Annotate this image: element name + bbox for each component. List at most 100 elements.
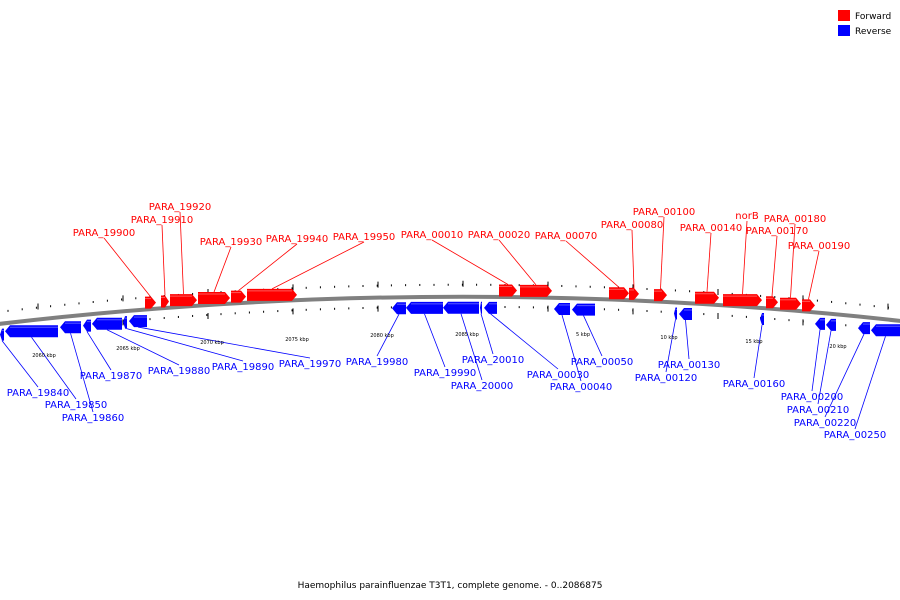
forward-gene-label: PARA_00100	[633, 207, 695, 218]
forward-label-leaders	[103, 211, 820, 300]
reverse-leader-line	[817, 330, 832, 405]
forward-gene-label: PARA_00020	[468, 230, 530, 241]
legend-reverse-label: Reverse	[855, 27, 892, 37]
reverse-gene-arrow	[60, 321, 81, 334]
reverse-gene-label: PARA_00120	[635, 373, 697, 384]
reverse-gene-label: PARA_20010	[462, 355, 524, 366]
reverse-leader-line	[811, 329, 821, 392]
reverse-leader-line	[106, 329, 180, 366]
reverse-gene-arrow	[123, 316, 127, 329]
reverse-gene-arrow	[0, 328, 4, 341]
reverse-leader-line	[31, 337, 77, 400]
forward-leader-line	[238, 243, 298, 291]
reverse-leader-line	[1, 340, 39, 388]
reverse-leader-line	[753, 324, 763, 379]
reverse-gene-arrow	[871, 324, 900, 337]
scale-label: 2060 kbp	[32, 353, 56, 359]
forward-gene-label: PARA_19900	[73, 228, 135, 239]
forward-gene-label: PARA_19910	[131, 215, 193, 226]
reverse-leader-line	[824, 333, 865, 418]
forward-genes	[145, 284, 815, 312]
forward-leader-line	[161, 224, 166, 296]
reverse-gene-label: PARA_00130	[658, 360, 720, 371]
reverse-gene-label: PARA_19990	[414, 368, 476, 379]
reverse-leader-line	[480, 313, 494, 355]
forward-gene-label: PARA_19940	[266, 234, 328, 245]
reverse-gene-label: PARA_00250	[824, 430, 886, 441]
forward-gene-label: PARA_19920	[149, 202, 211, 213]
reverse-gene-label: PARA_00030	[527, 370, 589, 381]
forward-gene-arrow	[766, 296, 778, 309]
forward-gene-arrow	[723, 294, 762, 307]
reverse-leader-line	[583, 315, 603, 357]
forward-gene-label: PARA_00180	[764, 214, 826, 225]
reverse-gene-label: PARA_00040	[550, 382, 612, 393]
reverse-gene-arrow	[443, 301, 479, 314]
reverse-gene-label: PARA_19860	[62, 413, 124, 424]
forward-leader-line	[790, 223, 796, 298]
forward-gene-label: PARA_00170	[746, 226, 808, 237]
reverse-leader-line	[70, 333, 94, 413]
forward-gene-label: norB	[735, 211, 759, 222]
forward-gene-label: PARA_00140	[680, 223, 742, 234]
scale-label: 2085 kbp	[455, 332, 479, 338]
reverse-gene-label: PARA_00210	[787, 405, 849, 416]
forward-leader-line	[706, 232, 712, 292]
forward-gene-label: PARA_00080	[601, 220, 663, 231]
reverse-gene-label: PARA_19970	[279, 359, 341, 370]
reverse-gene-arrow	[484, 301, 497, 314]
reverse-genes	[0, 301, 900, 341]
scale-label: 2080 kbp	[370, 333, 394, 339]
forward-leader-line	[498, 239, 537, 286]
reverse-leader-line	[854, 336, 886, 430]
reverse-gene-arrow	[572, 303, 595, 316]
reverse-gene-label: PARA_20000	[451, 381, 513, 392]
scale-label: 15 kbp	[745, 339, 762, 345]
reverse-gene-arrow	[129, 315, 147, 328]
reverse-label-leaders	[1, 313, 886, 430]
legend-forward-label: Forward	[855, 12, 891, 22]
forward-leader-line	[431, 239, 509, 285]
forward-gene-arrow	[780, 297, 801, 310]
forward-leader-line	[103, 237, 151, 297]
forward-gene-label: PARA_00010	[401, 230, 463, 241]
reverse-gene-arrow	[674, 307, 677, 320]
forward-gene-arrow	[629, 287, 639, 300]
reverse-gene-label: PARA_00220	[794, 418, 856, 429]
reverse-gene-arrow	[406, 301, 443, 314]
forward-leader-line	[742, 220, 748, 295]
reverse-gene-arrow	[679, 307, 692, 320]
reverse-gene-arrow	[392, 302, 406, 315]
forward-gene-arrow	[198, 292, 230, 305]
reverse-gene-arrow	[480, 301, 482, 314]
scale-label: 5 kbp	[576, 332, 590, 338]
reverse-gene-arrow	[83, 319, 91, 332]
reverse-leader-line	[561, 314, 582, 382]
reverse-gene-arrow	[858, 322, 870, 335]
reverse-gene-label: PARA_19980	[346, 357, 408, 368]
forward-leader-line	[808, 250, 820, 300]
reverse-gene-label: PARA_19840	[7, 388, 69, 399]
reverse-leader-line	[685, 319, 690, 360]
reverse-gene-arrow	[826, 318, 836, 331]
scale-label: 20 kbp	[829, 344, 846, 350]
scale-label: 2070 kbp	[200, 340, 224, 346]
forward-gene-label: PARA_19950	[333, 232, 395, 243]
forward-leader-line	[179, 211, 184, 295]
forward-gene-arrow	[654, 289, 667, 302]
legend-forward-swatch	[838, 10, 850, 21]
forward-gene-arrow	[161, 295, 169, 308]
reverse-gene-label: PARA_00160	[723, 379, 785, 390]
scale-label: 2075 kbp	[285, 337, 309, 343]
forward-gene-label: PARA_00070	[535, 231, 597, 242]
scale-label: 10 kbp	[660, 335, 677, 341]
reverse-gene-label: PARA_00200	[781, 392, 843, 403]
reverse-gene-label: PARA_19870	[80, 371, 142, 382]
forward-leader-line	[771, 235, 778, 297]
forward-gene-arrow	[802, 299, 815, 312]
reverse-leader-line	[137, 326, 311, 359]
forward-leader-line	[565, 240, 620, 288]
forward-gene-arrow	[695, 291, 719, 304]
